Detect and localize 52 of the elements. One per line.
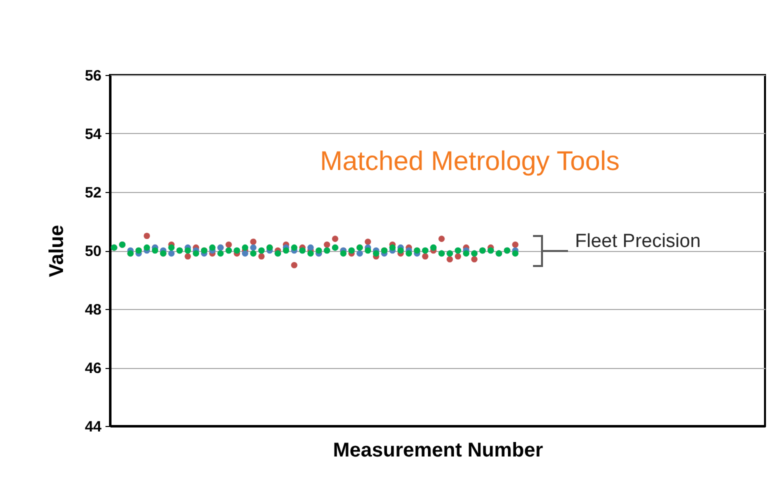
point [462, 250, 470, 257]
point [226, 241, 232, 248]
x-axis-title: Measurement Number [332, 440, 544, 462]
point [250, 244, 256, 251]
point [372, 250, 380, 257]
point [512, 250, 518, 257]
point [471, 256, 478, 262]
y-tick-label: 52 [84, 184, 102, 202]
point [406, 250, 412, 257]
point [340, 250, 347, 257]
point [144, 244, 150, 251]
point [184, 253, 191, 260]
point [307, 250, 314, 257]
annotation: Matched Metrology Tools [320, 146, 620, 176]
point [291, 262, 298, 268]
point [316, 247, 322, 254]
point [422, 253, 428, 260]
point [209, 244, 216, 251]
point [307, 244, 314, 251]
point [152, 247, 158, 254]
point [250, 250, 256, 257]
y-tick-label: 56 [84, 68, 102, 84]
point [512, 241, 518, 248]
point [332, 236, 338, 242]
y-tick-label: 46 [84, 360, 102, 377]
point [364, 238, 372, 245]
point [389, 244, 396, 251]
y-axis-title: Value [46, 224, 68, 278]
point [364, 247, 372, 254]
point [397, 247, 404, 254]
point [242, 250, 248, 257]
y-tick-label: 44 [84, 418, 102, 436]
y-tick-label: 50 [84, 243, 102, 260]
point [217, 250, 224, 257]
point [438, 236, 445, 242]
point [324, 241, 330, 248]
point [250, 238, 256, 245]
y-tick-label: 54 [84, 126, 102, 143]
point [184, 247, 191, 254]
point [258, 253, 265, 260]
annotation: Fleet Precision [575, 231, 701, 252]
point [192, 250, 200, 257]
point [242, 244, 248, 251]
point [168, 250, 175, 257]
point [454, 253, 462, 260]
point [282, 247, 290, 254]
y-tick-label: 48 [84, 302, 102, 318]
point [446, 256, 453, 262]
point [168, 244, 175, 251]
point [291, 244, 298, 251]
point [144, 232, 150, 240]
point [356, 250, 363, 257]
